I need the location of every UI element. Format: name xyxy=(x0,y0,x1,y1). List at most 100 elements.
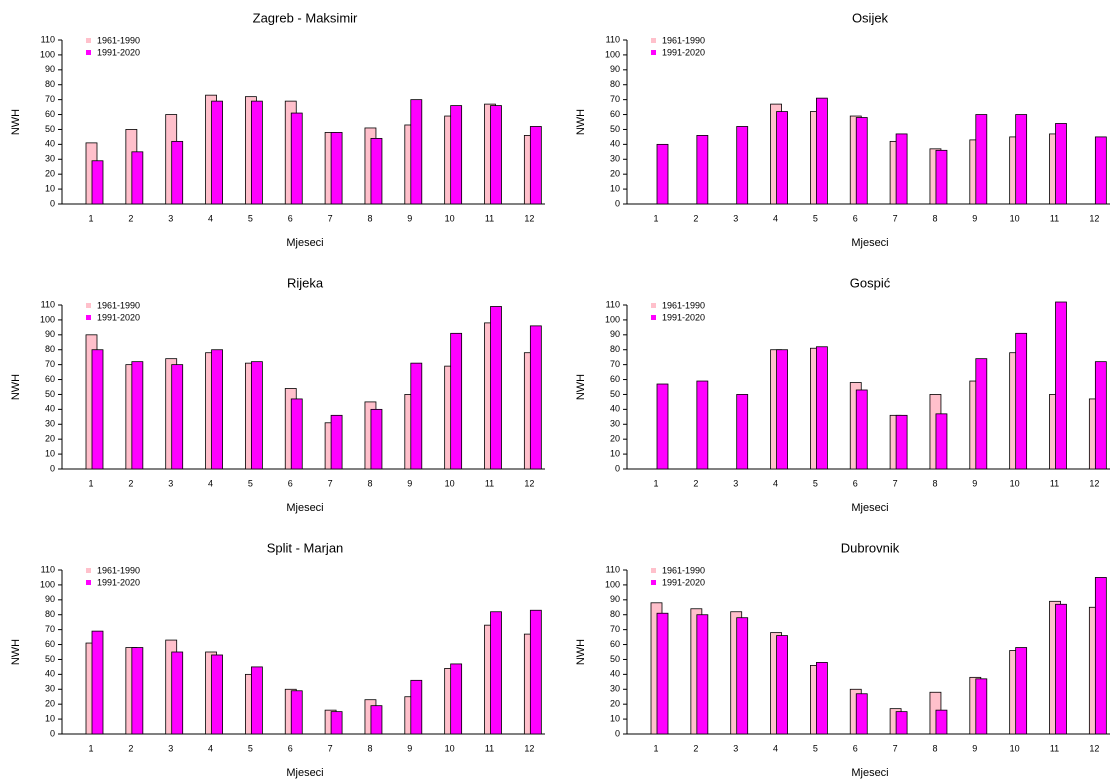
x-tick-label: 9 xyxy=(407,213,412,223)
legend-swatch xyxy=(86,568,91,573)
x-tick-label: 4 xyxy=(773,213,778,223)
y-tick-label: 30 xyxy=(610,419,620,429)
bar xyxy=(656,143,669,205)
x-tick-label: 5 xyxy=(813,213,818,223)
y-tick-label: 10 xyxy=(610,448,620,458)
y-tick-label: 60 xyxy=(610,374,620,384)
x-tick-label: 2 xyxy=(128,213,133,223)
bar xyxy=(330,414,343,470)
bar xyxy=(935,413,948,470)
x-tick-label: 2 xyxy=(128,478,133,488)
x-tick-label: 12 xyxy=(1089,213,1099,223)
x-tick-label: 2 xyxy=(693,743,698,753)
legend-swatch xyxy=(651,50,656,55)
legend-label: 1961-1990 xyxy=(662,35,705,45)
y-tick-label: 80 xyxy=(610,79,620,89)
y-tick-label: 20 xyxy=(610,434,620,444)
legend-label: 1961-1990 xyxy=(97,35,140,45)
legend-label: 1961-1990 xyxy=(97,300,140,310)
x-tick-label: 1 xyxy=(88,478,93,488)
x-tick-label: 3 xyxy=(168,213,173,223)
y-tick-label: 30 xyxy=(610,154,620,164)
y-tick-label: 10 xyxy=(45,183,55,193)
bar xyxy=(370,137,383,205)
bar xyxy=(696,380,709,470)
x-tick-label: 11 xyxy=(1050,478,1059,488)
y-tick-label: 50 xyxy=(45,654,55,664)
legend-label: 1991-2020 xyxy=(97,312,140,322)
y-tick-label: 40 xyxy=(610,669,620,679)
x-tick-label: 4 xyxy=(208,213,213,223)
y-tick-label: 0 xyxy=(615,463,620,473)
x-tick-label: 5 xyxy=(248,213,253,223)
x-tick-label: 3 xyxy=(733,213,738,223)
bar xyxy=(1015,647,1028,735)
y-tick-label: 90 xyxy=(45,329,55,339)
bar xyxy=(975,358,988,470)
x-tick-label: 1 xyxy=(88,743,93,753)
y-tick-label: 50 xyxy=(610,654,620,664)
bar xyxy=(211,349,223,470)
y-tick-label: 80 xyxy=(610,609,620,619)
y-tick-label: 50 xyxy=(610,389,620,399)
x-tick-label: 4 xyxy=(208,478,213,488)
x-tick-label: 7 xyxy=(328,478,333,488)
bar xyxy=(171,140,184,205)
bar xyxy=(855,389,868,470)
x-tick-label: 8 xyxy=(367,478,372,488)
y-tick-label: 90 xyxy=(610,64,620,74)
bar xyxy=(250,100,263,205)
bar xyxy=(529,325,542,470)
bar xyxy=(250,666,263,735)
y-tick-label: 30 xyxy=(45,684,55,694)
bar xyxy=(1055,603,1067,735)
y-tick-label: 100 xyxy=(605,579,620,589)
bar xyxy=(290,112,303,205)
bar xyxy=(330,711,343,735)
x-tick-label: 7 xyxy=(893,478,898,488)
x-tick-label: 10 xyxy=(445,478,455,488)
chart-title: Gospić xyxy=(850,275,891,290)
y-axis-label: NWH xyxy=(575,109,587,135)
y-tick-label: 70 xyxy=(45,94,55,104)
x-tick-label: 3 xyxy=(733,478,738,488)
bar xyxy=(935,149,948,205)
x-tick-label: 10 xyxy=(1010,213,1020,223)
x-axis-label: Mjeseci xyxy=(286,237,323,249)
bar xyxy=(736,617,749,735)
x-tick-label: 2 xyxy=(693,213,698,223)
x-tick-label: 7 xyxy=(893,213,898,223)
x-tick-label: 1 xyxy=(88,213,93,223)
bar xyxy=(935,709,948,735)
legend-label: 1991-2020 xyxy=(662,47,705,57)
x-tick-label: 9 xyxy=(972,213,977,223)
x-tick-label: 8 xyxy=(932,743,937,753)
bar xyxy=(131,361,144,470)
y-tick-label: 30 xyxy=(45,419,55,429)
bar xyxy=(776,111,788,205)
x-tick-label: 11 xyxy=(1050,743,1059,753)
x-tick-label: 3 xyxy=(733,743,738,753)
y-tick-label: 40 xyxy=(610,139,620,149)
y-tick-label: 90 xyxy=(610,594,620,604)
bar xyxy=(290,690,303,735)
bar xyxy=(91,349,104,470)
bar xyxy=(330,132,343,205)
bar xyxy=(816,97,828,205)
y-tick-label: 100 xyxy=(40,49,55,59)
x-tick-label: 12 xyxy=(524,743,534,753)
x-tick-label: 6 xyxy=(853,478,858,488)
bar xyxy=(1015,114,1028,205)
x-tick-label: 6 xyxy=(288,213,293,223)
legend-swatch xyxy=(86,303,91,308)
y-tick-label: 50 xyxy=(610,124,620,134)
legend-swatch xyxy=(651,315,656,320)
x-axis-label: Mjeseci xyxy=(851,767,888,779)
bar xyxy=(656,612,669,735)
y-tick-label: 40 xyxy=(45,669,55,679)
legend-label: 1991-2020 xyxy=(97,47,140,57)
y-tick-label: 80 xyxy=(45,609,55,619)
bar xyxy=(131,151,144,205)
bar xyxy=(529,126,542,205)
